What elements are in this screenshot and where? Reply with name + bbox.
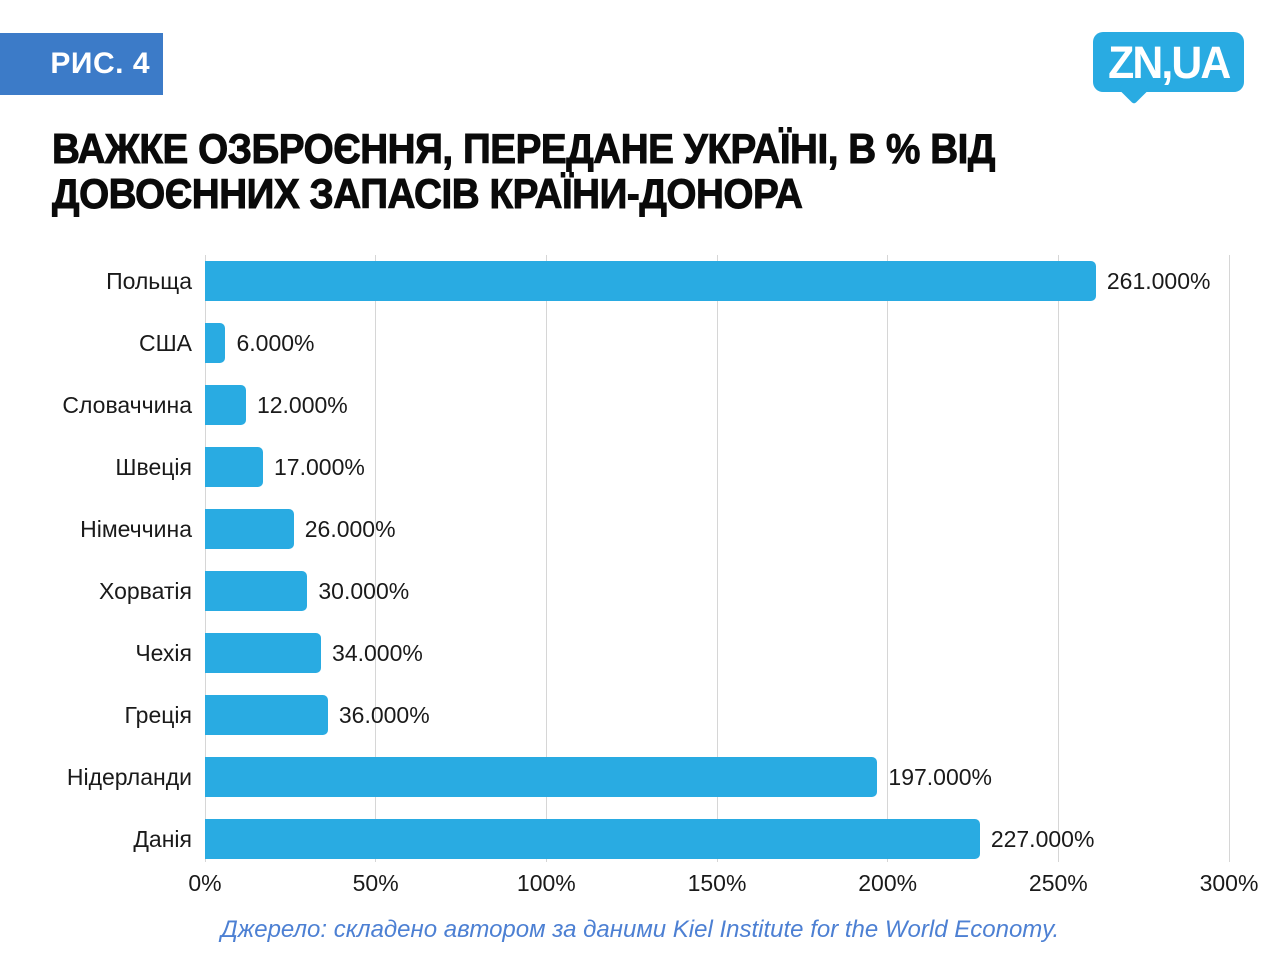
bar (205, 757, 878, 797)
value-label: 26.000% (304, 516, 396, 542)
category-label: Данія (133, 826, 192, 852)
x-axis-tick-label: 200% (858, 870, 918, 896)
gridline (716, 255, 718, 862)
bar (205, 447, 264, 487)
value-label: 227.000% (990, 826, 1095, 852)
x-axis-tick-label: 150% (687, 870, 747, 896)
category-label: Польща (106, 268, 192, 294)
bar (205, 571, 308, 611)
value-label: 6.000% (236, 330, 315, 356)
bar-row: Хорватія 30.000% (99, 571, 1229, 611)
category-label: Швеція (115, 454, 192, 480)
bar-row: Чехія 34.000% (135, 633, 1229, 673)
bar (205, 819, 980, 859)
value-label: 197.000% (888, 764, 993, 790)
category-label: Греція (124, 702, 192, 728)
value-label: 12.000% (256, 392, 348, 418)
znua-logo: ZN,UA (1093, 32, 1244, 105)
x-axis-tick-label: 250% (1028, 870, 1088, 896)
plot-area: 0% 50% 100% 150% 200% 250% 300% Польща 261.000% С… (62, 255, 1258, 896)
figure-number-badge: РИС. 4 (0, 33, 163, 95)
category-label: США (138, 330, 192, 356)
gridline (545, 255, 547, 862)
gridline (887, 255, 889, 862)
chart-title: ВАЖКЕ ОЗБРОЄННЯ, ПЕРЕДАНЕ УКРАЇНІ, В % В… (52, 125, 1077, 217)
bar (205, 385, 246, 425)
chart-title-line-2: ДОВОЄННИХ ЗАПАСІВ КРАЇНИ-ДОНОРА (52, 170, 804, 217)
gridline (375, 255, 377, 862)
category-label: Нідерланди (66, 764, 192, 790)
x-axis-tick-label: 300% (1199, 870, 1259, 896)
bar (205, 509, 294, 549)
value-label: 261.000% (1106, 268, 1211, 294)
bar (205, 323, 226, 363)
bar-row: Німеччина 26.000% (80, 509, 1229, 549)
gridline (204, 255, 206, 862)
category-label: Німеччина (80, 516, 192, 542)
bar (205, 695, 328, 735)
x-axis-tick-label: 0% (188, 870, 222, 896)
source-note: Джерело: складено автором за даними Kiel… (220, 916, 1060, 943)
bar-row: Данія 227.000% (133, 819, 1229, 859)
value-label: 36.000% (338, 702, 430, 728)
value-label: 30.000% (318, 578, 410, 604)
bar-row: Греція 36.000% (125, 695, 1229, 735)
bar-row: Словаччина 12.000% (62, 385, 1229, 425)
x-axis-tick-label: 50% (352, 870, 399, 896)
bar (205, 633, 322, 673)
value-label: 17.000% (274, 454, 365, 480)
figure-number-label: РИС. 4 (50, 47, 150, 80)
gridline (1057, 255, 1059, 862)
logo-text: ZN,UA (1107, 36, 1231, 88)
x-axis-tick-label: 100% (516, 870, 576, 896)
bar-row: Нідерланди 197.000% (67, 757, 1229, 797)
value-label: 34.000% (332, 640, 423, 666)
chart-title-line-1: ВАЖКЕ ОЗБРОЄННЯ, ПЕРЕДАНЕ УКРАЇНІ, В % В… (52, 125, 996, 172)
category-label: Словаччина (62, 392, 192, 418)
bar-row: Швеція 17.000% (115, 447, 1229, 487)
gridline (1228, 255, 1230, 862)
category-label: Чехія (135, 640, 192, 666)
bar-row: Польща 261.000% (106, 261, 1229, 301)
category-label: Хорватія (98, 578, 192, 604)
bar (205, 261, 1096, 301)
bar-row: США 6.000% (139, 323, 1229, 363)
